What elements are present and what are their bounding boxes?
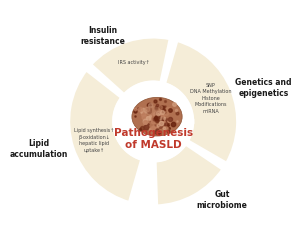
Text: Lipid synthesis↑
β-oxidation↓
hepatic lipid
uptake↑: Lipid synthesis↑ β-oxidation↓ hepatic li…: [74, 128, 115, 153]
Ellipse shape: [143, 106, 161, 116]
Text: IRS activity↑: IRS activity↑: [118, 60, 150, 65]
Wedge shape: [154, 143, 224, 207]
Text: SNP
DNA Methylation
Histone
Modifications
miRNA: SNP DNA Methylation Histone Modification…: [190, 83, 231, 114]
Text: Genetics and
epigenetics: Genetics and epigenetics: [235, 78, 292, 98]
Wedge shape: [164, 40, 238, 164]
Text: Insulin
resistance: Insulin resistance: [80, 26, 125, 46]
Text: Pathogenesis
of MASLD: Pathogenesis of MASLD: [114, 128, 193, 150]
Text: Gut
microbiome: Gut microbiome: [196, 190, 247, 210]
Wedge shape: [68, 69, 142, 203]
Text: Lipid
accumulation: Lipid accumulation: [10, 139, 68, 159]
Ellipse shape: [132, 97, 182, 136]
Wedge shape: [90, 36, 171, 96]
